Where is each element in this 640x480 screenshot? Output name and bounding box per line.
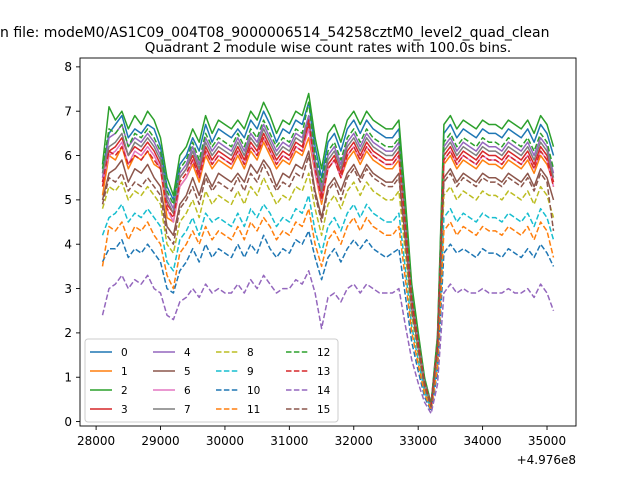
series-line-13 — [101, 119, 555, 407]
legend-label-1: 1 — [121, 366, 128, 378]
legend-label-4: 4 — [184, 347, 191, 359]
x-tick-label: 28000 — [77, 434, 115, 448]
legend-label-15: 15 — [317, 404, 330, 416]
series-layer — [101, 92, 555, 415]
x-axis: 28000 29000 30000 31000 32000 33000 34000 35000 — [77, 426, 566, 448]
series-line-0 — [101, 101, 555, 405]
series-line-7 — [101, 119, 555, 406]
series-line-10 — [101, 230, 555, 412]
x-tick-label: 32000 — [335, 434, 373, 448]
y-tick-label: 8 — [64, 60, 72, 74]
series-line-14 — [101, 270, 555, 415]
legend-label-9: 9 — [247, 366, 254, 378]
y-tick-label: 4 — [64, 238, 72, 252]
x-offset-label: +4.976e8 — [517, 453, 576, 467]
x-tick-label: 30000 — [206, 434, 244, 448]
legend-label-14: 14 — [317, 385, 331, 397]
legend-label-13: 13 — [317, 366, 330, 378]
axes-frame — [79, 57, 577, 427]
series-line-12 — [101, 101, 555, 406]
x-tick-label: 33000 — [399, 434, 437, 448]
x-tick-label: 29000 — [141, 434, 179, 448]
y-tick-label: 6 — [64, 149, 72, 163]
series-line-5 — [101, 150, 555, 408]
legend-label-10: 10 — [247, 385, 260, 397]
legend-label-7: 7 — [184, 404, 191, 416]
series-line-8 — [101, 172, 555, 409]
y-tick-label: 1 — [64, 371, 72, 385]
legend-box — [84, 338, 339, 423]
chart-title: Quadrant 2 module wise count rates with … — [145, 40, 511, 56]
x-tick-label: 31000 — [270, 434, 308, 448]
legend-label-8: 8 — [247, 347, 254, 359]
series-line-9 — [101, 194, 555, 410]
y-tick-label: 0 — [64, 415, 72, 429]
legend-label-6: 6 — [184, 385, 191, 397]
x-tick-label: 35000 — [528, 434, 566, 448]
series-line-15 — [101, 154, 555, 408]
y-tick-label: 3 — [64, 282, 72, 296]
legend-label-0: 0 — [121, 347, 128, 359]
legend-label-5: 5 — [184, 366, 191, 378]
x-tick-label: 34000 — [464, 434, 502, 448]
series-line-4 — [101, 114, 555, 406]
legend-label-3: 3 — [121, 404, 128, 416]
y-tick-label: 5 — [64, 193, 72, 207]
legend-label-11: 11 — [247, 404, 260, 416]
y-tick-label: 7 — [64, 105, 72, 119]
y-axis: 0 1 2 3 4 5 6 7 8 — [64, 60, 80, 429]
legend-label-12: 12 — [317, 347, 330, 359]
series-line-11 — [101, 207, 555, 411]
figure-suptitle: n file: modeM0/AS1C09_004T08_9000006514_… — [0, 25, 549, 41]
legend-label-2: 2 — [121, 385, 128, 397]
y-tick-label: 2 — [64, 326, 72, 340]
series-line-2 — [101, 92, 555, 405]
